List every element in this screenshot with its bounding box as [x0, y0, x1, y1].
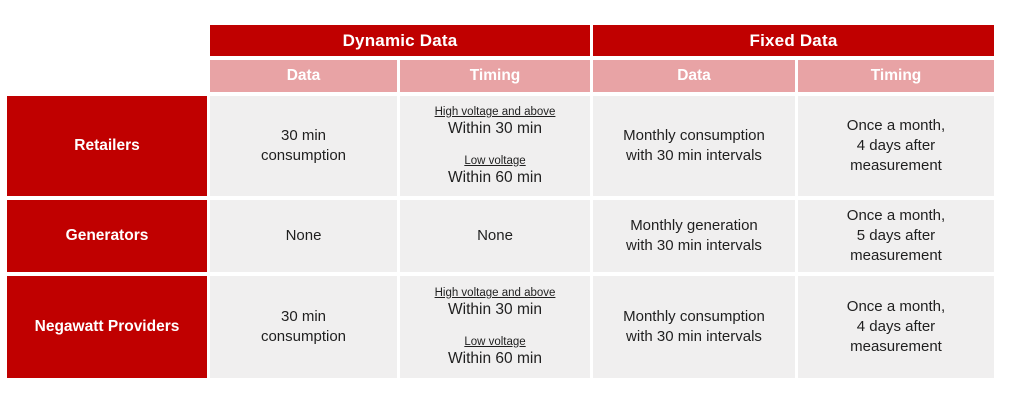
subheader-dynamic-data: Data	[210, 60, 397, 92]
timing-value: Within 60 min	[448, 349, 542, 367]
cell-negawatt-dynamic-timing: High voltage and above Within 30 min Low…	[400, 276, 590, 378]
subheader-fixed-data: Data	[593, 60, 795, 92]
group-header-fixed-data: Fixed Data	[593, 25, 994, 56]
cell-generators-fixed-timing: Once a month, 5 days after measurement	[798, 200, 994, 272]
timing-value: Within 30 min	[448, 120, 542, 138]
cell-retailers-dynamic-data: 30 min consumption	[210, 96, 397, 196]
timing-segment-low-voltage: Low voltage Within 60 min	[448, 154, 542, 188]
row-header-negawatt-providers: Negawatt Providers	[7, 276, 207, 378]
cell-negawatt-fixed-data: Monthly consumption with 30 min interval…	[593, 276, 795, 378]
group-header-dynamic-data: Dynamic Data	[210, 25, 590, 56]
row-header-generators: Generators	[7, 200, 207, 272]
voltage-label: High voltage and above	[434, 286, 556, 299]
timing-segment-high-voltage: High voltage and above Within 30 min	[435, 286, 556, 320]
voltage-label: High voltage and above	[434, 105, 556, 118]
cell-retailers-dynamic-timing: High voltage and above Within 30 min Low…	[400, 96, 590, 196]
timing-value: Within 30 min	[448, 301, 542, 319]
cell-retailers-fixed-data: Monthly consumption with 30 min interval…	[593, 96, 795, 196]
subheader-fixed-timing: Timing	[798, 60, 994, 92]
cell-negawatt-dynamic-data: 30 min consumption	[210, 276, 397, 378]
cell-generators-dynamic-data: None	[210, 200, 397, 272]
cell-retailers-fixed-timing: Once a month, 4 days after measurement	[798, 96, 994, 196]
row-header-retailers: Retailers	[7, 96, 207, 196]
timing-segment-low-voltage: Low voltage Within 60 min	[448, 335, 542, 369]
cell-generators-fixed-data: Monthly generation with 30 min intervals	[593, 200, 795, 272]
voltage-label: Low voltage	[464, 335, 526, 348]
timing-value: Within 60 min	[448, 168, 542, 186]
data-table: Dynamic Data Fixed Data Data Timing Data…	[7, 25, 994, 378]
voltage-label: Low voltage	[464, 154, 526, 167]
timing-segment-high-voltage: High voltage and above Within 30 min	[435, 105, 556, 139]
subheader-dynamic-timing: Timing	[400, 60, 590, 92]
cell-negawatt-fixed-timing: Once a month, 4 days after measurement	[798, 276, 994, 378]
cell-generators-dynamic-timing: None	[400, 200, 590, 272]
